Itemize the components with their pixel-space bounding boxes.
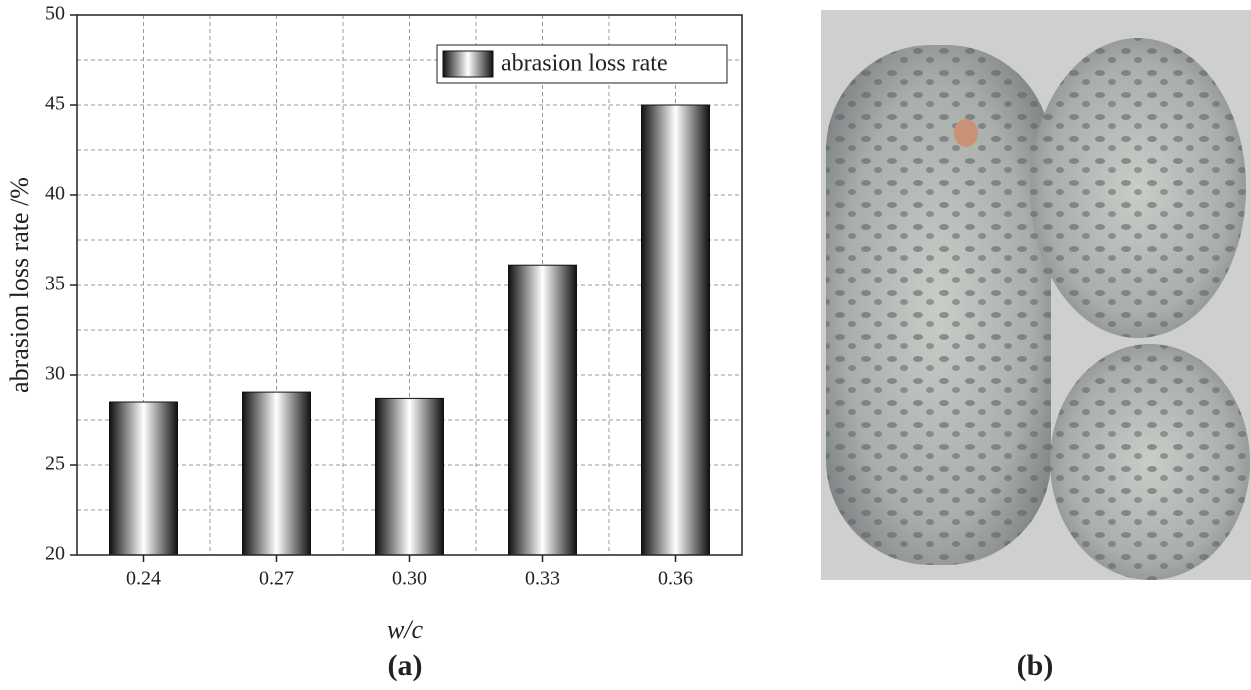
legend-label: abrasion loss rate	[501, 51, 668, 77]
bar	[109, 401, 178, 556]
y-tick-label: 40	[45, 183, 65, 205]
bar	[242, 391, 311, 556]
bar	[508, 264, 577, 556]
legend-swatch	[442, 50, 494, 78]
bar	[641, 104, 710, 556]
y-tick-label: 20	[45, 543, 65, 565]
photo	[821, 10, 1251, 580]
y-tick-label: 50	[45, 3, 65, 25]
panel-label: (a)	[388, 649, 423, 682]
plot-frame	[76, 14, 743, 556]
plot: 20 25 30 35 40 45 50 0.24 0.27 0.30 0.33 0.36 abrasi…	[5, 3, 743, 590]
y-tick-label: 35	[45, 273, 65, 295]
bar	[375, 397, 444, 556]
x-tick-label: 0.36	[658, 568, 693, 590]
y-tick-label: 45	[45, 93, 65, 115]
y-axis-label: abrasion loss rate /%	[5, 177, 34, 393]
y-tick-label: 25	[45, 453, 65, 475]
x-axis-label: w/c	[387, 615, 424, 644]
y-tick-label: 30	[45, 363, 65, 385]
x-tick-label: 0.33	[525, 568, 560, 590]
x-tick-label: 0.24	[126, 568, 161, 590]
x-tick-label: 0.30	[392, 568, 427, 590]
x-tick-label: 0.27	[259, 568, 294, 590]
panel-label: (b)	[1017, 649, 1054, 682]
